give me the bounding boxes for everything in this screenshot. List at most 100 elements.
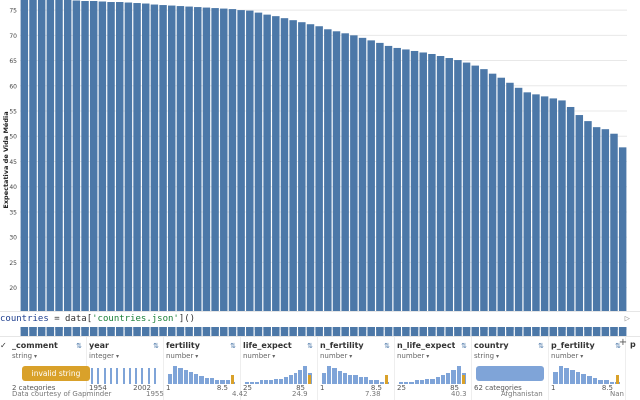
check-icon[interactable]: ✓ [0,341,7,350]
missing-values-bar [462,375,465,384]
sort-icon[interactable]: ⇅ [538,341,544,350]
chart-bar-peek [445,327,453,336]
profiler-column-n-fertility[interactable]: n_fertility ⇅ number ▾ 1 8.5 [318,337,395,400]
y-tick-label: 40 [9,184,17,191]
chart-bar-peek [436,327,445,336]
column-type[interactable]: number [320,352,348,360]
chevron-down-icon[interactable]: ▾ [494,353,500,360]
column-type[interactable]: integer [89,352,115,360]
preview-cell: Data courtesy of Gapminder [12,390,112,398]
chart-bar-peek [462,327,471,336]
chart-bar [194,7,202,330]
chart-bar-peek [558,327,566,336]
chart-bar-peek [488,327,497,336]
y-axis-ticks: 15202530354045505560657075 [9,8,17,318]
chart-bar-peek [29,327,37,336]
profiler-column-country[interactable]: country ⇅ string ▾ 62 categories [472,337,549,400]
sort-icon[interactable]: ⇅ [461,341,467,350]
histogram-bar [254,382,259,384]
chart-bar-peek [428,327,436,336]
chart-bar-peek [280,327,289,336]
histogram-bar [194,374,199,384]
chart-bar-peek [98,327,107,336]
chart-bar [211,8,219,330]
chevron-down-icon[interactable]: ▾ [424,353,430,360]
chevron-down-icon[interactable]: ▾ [347,353,353,360]
column-summary-viz [89,364,159,384]
profiler-column-fertility[interactable]: fertility ⇅ number ▾ 1 8.5 [164,337,241,400]
histogram-bar [332,368,337,384]
profiler-column-p-fertility[interactable]: p_fertility ⇅ number ▾ 1 8.5 [549,337,626,400]
column-name: year [89,341,109,350]
chart-bar [445,58,453,330]
sort-icon[interactable]: ⇅ [76,341,82,350]
y-tick-label: 25 [9,260,17,267]
histogram-bar [288,375,293,384]
code-variable: countries [0,314,49,324]
range-min: 1 [320,384,325,392]
preview-cell: 24.9 [292,390,308,398]
chevron-down-icon[interactable]: ▾ [270,353,276,360]
add-column-icon[interactable]: + [618,337,628,348]
chevron-down-icon[interactable]: ▾ [193,353,199,360]
histogram-bar [451,369,456,384]
chart-bar-peek [228,327,237,336]
chevron-down-icon[interactable]: ▾ [32,353,38,360]
chart-bar [254,12,263,330]
y-tick-label: 45 [9,159,17,166]
histogram-bar [215,380,220,384]
range-max: 85 [296,384,305,392]
column-type[interactable]: number [397,352,425,360]
chart-bar [115,2,124,330]
chart-bar-peek [211,327,219,336]
chart-bar-peek [454,327,462,336]
column-type[interactable]: number [551,352,579,360]
histogram-bar [379,381,384,384]
chevron-down-icon[interactable]: ▾ [114,353,119,360]
sort-icon[interactable]: ⇅ [153,341,159,350]
column-type[interactable]: string [12,352,33,360]
profiler-column-life-expect[interactable]: life_expect ⇅ number ▾ 25 85 [241,337,318,400]
chart-bar [185,6,193,330]
missing-values-bar [385,375,388,384]
histogram-bar [399,382,404,384]
histogram-bar [404,382,409,384]
histogram-bar [369,379,374,384]
chart-bar [168,5,176,330]
profiler-column-n-life-expect[interactable]: n_life_expect ⇅ number ▾ 25 85 [395,337,472,400]
profiler-column-comment[interactable]: _comment ⇅ string ▾ invalid string 2 categor… [10,337,90,400]
chart-bar [610,133,618,330]
column-type[interactable]: number [243,352,271,360]
chart-bar [142,3,150,330]
profiler-column-year[interactable]: year ⇅ integer ▾ 1954 2002 [87,337,164,400]
sort-icon[interactable]: ⇅ [384,341,390,350]
sort-icon[interactable]: ⇅ [615,341,621,350]
column-summary-viz [243,364,313,384]
year-tick-mark [128,368,131,384]
chart-bar-peek [506,327,514,336]
sort-icon[interactable]: ⇅ [230,341,236,350]
histogram-bar [283,376,288,384]
chart-bar [124,2,133,330]
range-min: 1 [166,384,171,392]
code-cell[interactable]: countries = data['countries.json']() ▷ [0,311,640,327]
chart-bar [298,22,306,330]
run-cell-icon[interactable]: ▷ [624,314,630,324]
chart-bar [384,45,393,330]
column-type[interactable]: string [474,352,495,360]
chart-bar [376,42,384,330]
histogram-bar [419,380,425,384]
column-type[interactable]: number [166,352,194,360]
chart-bar [89,1,98,330]
chevron-down-icon[interactable]: ▾ [578,353,584,360]
chart-bar-peek [107,327,115,336]
y-tick-label: 35 [9,209,17,216]
sort-icon[interactable]: ⇅ [307,341,313,350]
chart-bars [20,0,627,330]
chart-bar-peek [37,327,46,336]
histogram-bar [327,366,332,384]
chart-bar-peek [306,327,315,336]
missing-values-bar [616,375,619,384]
chart-bar [289,20,297,330]
column-summary-viz: invalid string [12,364,90,384]
